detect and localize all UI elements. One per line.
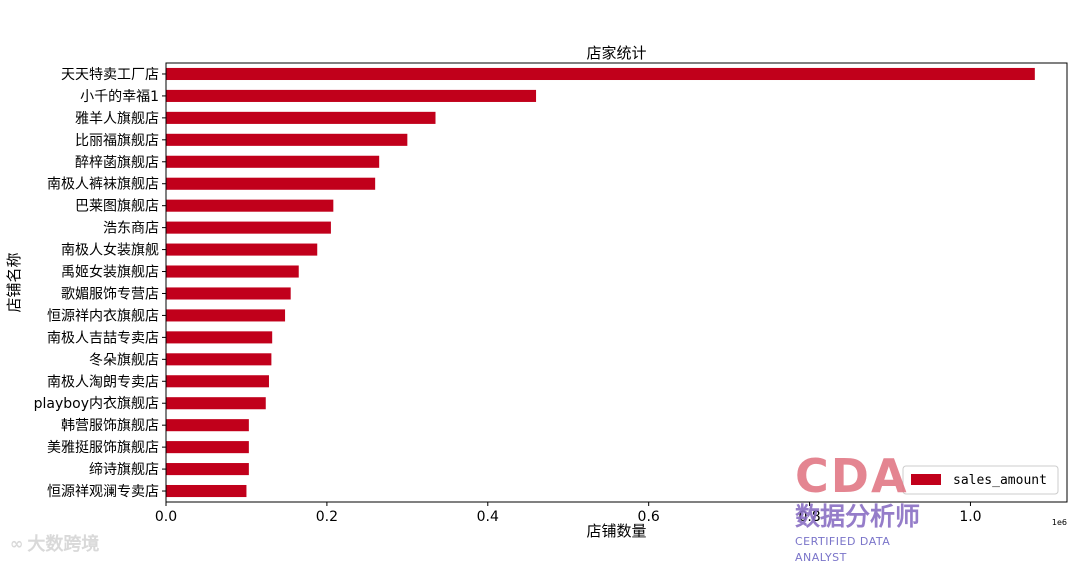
y-tick-label: 美雅挺服饰旗舰店 bbox=[47, 440, 159, 456]
y-tick-label: 歌媚服饰专营店 bbox=[61, 286, 159, 302]
y-tick-label: 韩营服饰旗舰店 bbox=[61, 418, 159, 434]
x-tick-label: 0.0 bbox=[155, 509, 177, 525]
y-tick-label: 醉梓菡旗舰店 bbox=[75, 155, 159, 171]
cda-logo-english: CERTIFIED DATA ANALYST bbox=[795, 535, 891, 564]
y-axis-title: 店铺名称 bbox=[5, 252, 23, 312]
bar-14 bbox=[166, 353, 272, 366]
watermark-cda: CDA 数据分析师 CERTIFIED DATA ANALYST bbox=[795, 449, 945, 564]
bar-5 bbox=[166, 155, 380, 168]
y-tick-label: 冬朵旗舰店 bbox=[89, 352, 159, 368]
y-tick-label: 南极人吉喆专卖店 bbox=[47, 330, 159, 346]
y-tick-label: 禹姬女装旗舰店 bbox=[61, 264, 159, 281]
bar-1 bbox=[166, 67, 1035, 81]
watermark-dashujuajing: ∞ 大数跨境 bbox=[10, 530, 99, 556]
y-tick-label: 恒源祥观澜专卖店 bbox=[47, 484, 159, 500]
bar-11 bbox=[166, 287, 291, 300]
x-axis-title: 店铺数量 bbox=[586, 522, 646, 540]
bar-9 bbox=[166, 243, 318, 256]
legend-box bbox=[902, 465, 1059, 495]
chart-title: 店家统计 bbox=[586, 44, 646, 62]
y-tick-label: 浩东商店 bbox=[103, 221, 159, 237]
y-tick-label: 比丽福旗舰店 bbox=[75, 133, 159, 149]
watermark-logo-icon: ∞ bbox=[10, 533, 24, 553]
x-tick-label: 0.4 bbox=[477, 509, 499, 525]
x-tick-label: 0.2 bbox=[316, 509, 338, 525]
bar-8 bbox=[166, 221, 331, 234]
bar-2 bbox=[166, 89, 537, 102]
cda-logo-letters: CDA bbox=[795, 449, 909, 503]
x-tick-label: 0.6 bbox=[638, 509, 660, 525]
y-tick-label: 南极人淘朗专卖店 bbox=[47, 374, 159, 390]
y-tick-label: 巴莱图旗舰店 bbox=[75, 199, 159, 215]
bar-3 bbox=[166, 111, 436, 124]
plot-frame bbox=[165, 62, 1068, 503]
bar-7 bbox=[166, 199, 334, 212]
y-tick-label: 南极人裤袜旗舰店 bbox=[47, 177, 159, 193]
x-tick-label: 1.0 bbox=[959, 509, 981, 525]
bar-13 bbox=[166, 331, 273, 344]
y-tick-label: playboy内衣旗舰店 bbox=[34, 396, 159, 412]
bar-20 bbox=[166, 484, 247, 498]
bar-15 bbox=[166, 375, 269, 388]
bar-16 bbox=[166, 397, 266, 410]
y-tick-label: 南极人女装旗舰 bbox=[61, 242, 159, 259]
bar-10 bbox=[166, 265, 299, 278]
x-tick-label: 0.8 bbox=[798, 509, 820, 525]
y-tick-label: 天天特卖工厂店 bbox=[61, 67, 159, 83]
bar-6 bbox=[166, 177, 376, 190]
y-tick-label: 恒源祥内衣旗舰店 bbox=[47, 308, 159, 324]
bar-18 bbox=[166, 441, 249, 454]
bar-17 bbox=[166, 419, 249, 432]
bar-12 bbox=[166, 309, 286, 322]
legend-label: sales_amount bbox=[953, 473, 1047, 488]
x-axis-offset-label: 1e6 bbox=[1052, 518, 1067, 527]
bars-group bbox=[166, 67, 1035, 498]
watermark-text: 大数跨境 bbox=[27, 534, 100, 555]
y-tick-label: 缔诗旗舰店 bbox=[89, 461, 159, 478]
cda-logo-chinese: 数据分析师 bbox=[795, 502, 921, 531]
x-tick-labels: 0.0 0.2 0.4 0.6 0.8 1.0 bbox=[155, 502, 982, 525]
bar-19 bbox=[166, 463, 249, 476]
legend-swatch bbox=[911, 474, 941, 485]
legend: sales_amount bbox=[902, 465, 1059, 495]
y-tick-label: 雅羊人旗舰店 bbox=[75, 111, 159, 127]
bar-4 bbox=[166, 133, 408, 146]
y-tick-label: 小千的幸福1 bbox=[80, 89, 159, 105]
